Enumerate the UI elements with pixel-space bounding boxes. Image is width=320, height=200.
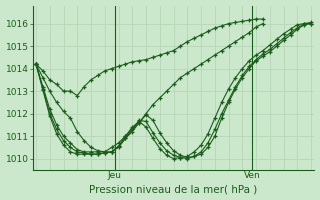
X-axis label: Pression niveau de la mer( hPa ): Pression niveau de la mer( hPa ) xyxy=(90,184,258,194)
